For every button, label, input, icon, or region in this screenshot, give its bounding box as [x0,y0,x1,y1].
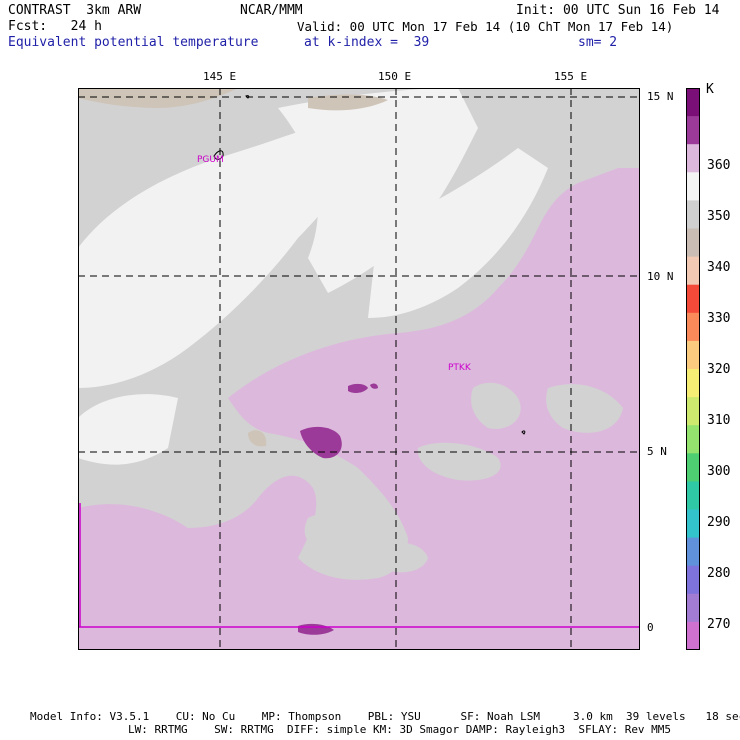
colorbar-label: 330 [707,311,731,326]
colorbar-label: 300 [707,464,731,479]
colorbar-label: 280 [707,566,731,581]
forecast-hour: Fcst: 24 h [8,19,102,34]
colorbar-swatch [686,509,700,539]
model-name: CONTRAST 3km ARW [8,3,142,18]
colorbar-swatch [686,256,700,286]
colorbar-label: 290 [707,515,731,530]
colorbar-swatch [686,312,700,342]
coastlines [213,95,526,435]
lat-label-5n: 5 N [647,445,667,458]
colorbar-swatch [686,88,700,117]
lon-label-145: 145 E [203,70,237,83]
lat-label-0: 0 [647,621,654,634]
institution: NCAR/MMM [240,3,303,18]
colorbar-label: 350 [707,209,731,224]
colorbar-swatch [686,369,700,398]
colorbar [686,88,700,650]
smoothing: sm= 2 [578,35,618,50]
lat-label-15n: 15 N [647,90,674,103]
lon-label-150: 150 E [378,70,412,83]
tan-field-regions [78,88,388,447]
station-ptkk: PTKK [448,363,472,373]
grey-islands [304,382,623,573]
lat-label-10n: 10 N [647,270,674,283]
colorbar-swatch [686,116,700,145]
colorbar-swatch [686,481,700,510]
colorbar-label: 320 [707,362,731,377]
init-time: Init: 00 UTC Sun 16 Feb 14 [516,3,720,18]
model-info-line2: LW: RRTMG SW: RRTMG DIFF: simple KM: 3D … [128,723,672,736]
colorbar-swatch [686,144,700,173]
k-index-level: at k-index = 39 [304,35,430,50]
colorbar-label: 310 [707,413,731,428]
colorbar-swatch [686,565,700,595]
colorbar-swatch [686,593,700,623]
colorbar-swatch [686,397,700,426]
model-info-line1: Model Info: V3.5.1 CU: No Cu MP: Thompso… [30,710,740,723]
lavender-field-region [78,168,640,650]
colorbar-frame [686,88,700,650]
colorbar-label: 340 [707,260,731,275]
colorbar-swatch [686,172,700,201]
station-pgum: PGUM [197,155,224,165]
colorbar-swatch [686,284,700,314]
colorbar-swatch [686,453,700,482]
map-frame [78,88,640,650]
valid-time: Valid: 00 UTC Mon 17 Feb 14 (10 ChT Mon … [297,19,674,34]
colorbar-swatch [686,621,700,650]
colorbar-label: 360 [707,158,731,173]
colorbar-swatch [686,228,700,258]
lavender-field-region-ne [538,188,623,303]
colorbar-swatch [686,537,700,567]
colorbar-label: 270 [707,617,731,632]
colorbar-swatch [686,425,700,454]
lat-lon-grid [78,88,640,650]
lon-label-155: 155 E [554,70,588,83]
field-name: Equivalent potential temperature [8,35,259,50]
colorbar-swatch [686,200,700,229]
colorbar-unit: K [706,82,714,97]
theta-e-map: PGUM PTKK [78,88,640,650]
colorbar-swatch [686,340,700,370]
